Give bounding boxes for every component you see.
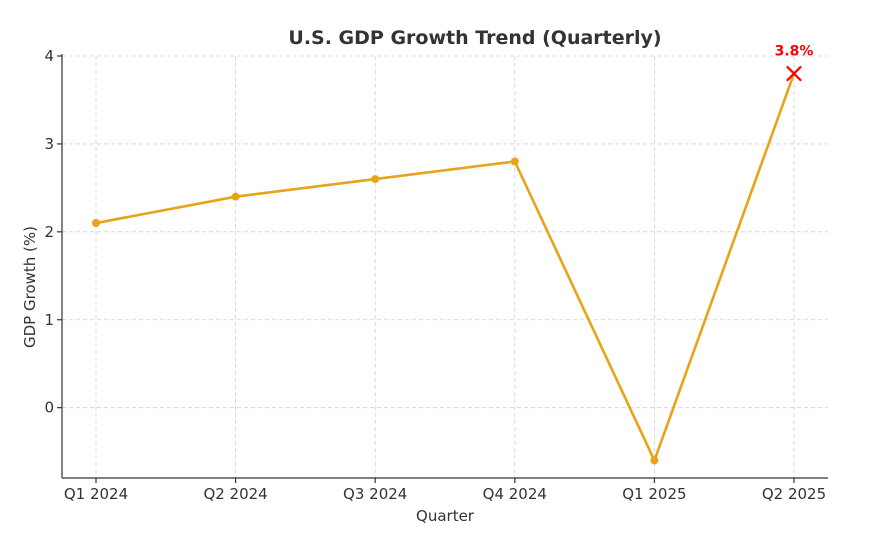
series [92,72,796,465]
annotations: 3.8% [775,44,814,82]
x-tick-label: Q1 2025 [622,485,686,503]
y-tick-label: 0 [44,399,54,417]
x-tick-label: Q4 2024 [483,485,547,503]
data-point [371,175,380,184]
y-tick-label: 3 [44,135,54,153]
x-ticks: Q1 2024 Q2 2024 Q3 2024 Q4 2024 Q1 2025 Q2 20… [64,478,826,503]
y-tick-label: 2 [44,223,54,241]
data-point [92,219,100,228]
grid [62,55,828,478]
x-tick-label: Q1 2024 [64,485,128,503]
series-line [94,72,796,462]
highlight-marker [786,65,802,82]
y-tick-label: 1 [44,311,54,329]
x-tick-label: Q3 2024 [343,485,407,503]
axes [61,54,828,479]
y-axis-label: GDP Growth (%) [21,226,39,348]
y-tick-label: 4 [44,47,54,65]
chart-title: U.S. GDP Growth Trend (Quarterly) [288,27,661,49]
highlight-label: 3.8% [775,44,814,60]
x-tick-label: Q2 2024 [203,485,267,503]
y-ticks: 0 1 2 3 4 [44,47,62,417]
data-point [650,456,659,465]
data-point [231,192,240,201]
data-point [510,157,519,166]
x-axis-label: Quarter [416,507,475,525]
x-tick-label: Q2 2025 [762,485,826,503]
